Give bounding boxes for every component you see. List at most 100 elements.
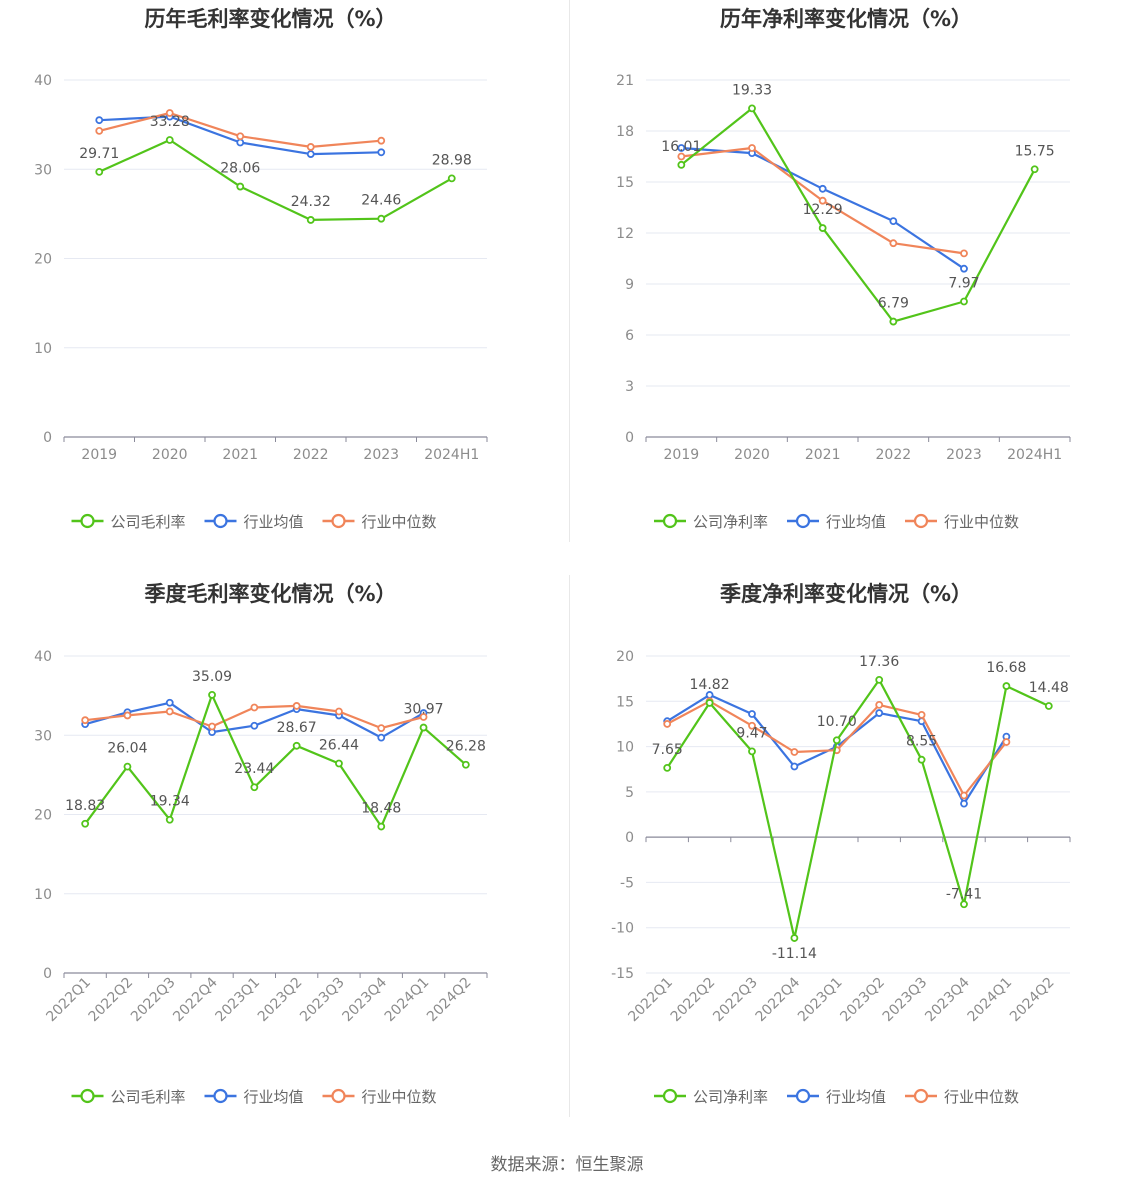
industry-median-point: [335, 707, 343, 716]
company-point: [663, 763, 672, 772]
quarterly-net-margin-chart: 季度净利率变化情况（%） -15 -10 -5 0 5 10 15 20 2022Q1 2022Q2…: [567, 575, 1134, 1150]
industry-median-point: [95, 126, 104, 135]
company-point: [377, 822, 386, 831]
company-point: [81, 819, 90, 828]
company-point: [236, 182, 245, 191]
industry-avg-point: [236, 138, 245, 147]
company-series-line: [680, 107, 1036, 323]
y-tick-label: 20: [34, 252, 52, 268]
company-point: [960, 297, 968, 306]
y-tick-label: 6: [625, 328, 634, 344]
x-tick-label: 2023Q1: [213, 975, 264, 1026]
y-tick-label: 40: [34, 73, 52, 89]
chart-svg: 历年净利率变化情况（%） 0 3 6 9 12 15 18 21 2019 2020 2021 2022…: [616, 7, 1071, 531]
industry-median-point: [292, 702, 301, 710]
vertical-divider-bottom: [569, 575, 570, 1117]
legend-label: 行业均值: [244, 1088, 304, 1106]
legend-marker: [80, 1088, 95, 1104]
industry-median-point: [663, 720, 672, 728]
y-tick-label: 20: [34, 808, 52, 824]
x-tick-label: 2019: [664, 447, 700, 463]
data-label: 7.97: [948, 276, 979, 292]
industry-median-point: [748, 144, 756, 152]
x-tick-label: 2023Q4: [922, 974, 973, 1025]
industry-avg-point: [790, 762, 799, 771]
industry-median-point: [748, 721, 756, 730]
data-source-footer: 数据来源：恒生聚源: [490, 1155, 644, 1175]
company-point: [461, 760, 470, 769]
y-tick-label: 10: [34, 887, 52, 903]
company-series-line: [666, 678, 1050, 940]
x-tick-label: 2024Q1: [965, 975, 1016, 1026]
company-point: [677, 160, 686, 169]
company-point: [447, 174, 456, 183]
company-series-line: [84, 693, 467, 828]
chart-title: 历年毛利率变化情况（%）: [144, 7, 396, 31]
data-label: 16.68: [986, 660, 1026, 676]
industry-median-point: [236, 132, 245, 141]
data-label: 12.29: [803, 202, 843, 218]
x-tick-label: 2023Q3: [880, 975, 931, 1026]
x-tick-label: 2023: [946, 447, 982, 463]
chart-title: 季度毛利率变化情况（%）: [144, 582, 396, 606]
chart-svg: 历年毛利率变化情况（%） 0 10 20 30 40 2019 2020 2021 2022 202…: [34, 7, 488, 531]
company-point: [790, 934, 799, 942]
annual-net-margin-chart: 历年净利率变化情况（%） 0 3 6 9 12 15 18 21 2019 2020 2021 2022…: [567, 0, 1134, 575]
industry-avg-point: [677, 144, 686, 152]
x-tick-label: 2022Q3: [710, 975, 761, 1026]
company-point: [832, 736, 841, 745]
legend-marker: [795, 513, 811, 529]
company-point: [419, 723, 428, 732]
company-point: [208, 691, 216, 699]
data-label: 23.44: [234, 761, 274, 777]
industry-median-point: [377, 136, 386, 145]
x-tick-label: 2024Q1: [382, 975, 433, 1026]
data-label: 18.83: [65, 798, 105, 814]
data-label: 24.32: [291, 194, 331, 210]
industry-median-point: [165, 109, 174, 117]
chart-title: 季度净利率变化情况（%）: [720, 582, 972, 606]
data-label: 15.75: [1015, 143, 1055, 159]
x-tick-label: 2021: [805, 447, 841, 463]
industry-avg-point: [377, 148, 386, 157]
data-label: -11.14: [772, 946, 817, 962]
data-label: 7.65: [652, 742, 683, 758]
industry-median-point: [419, 713, 428, 721]
legend-item-industry-median: 行业中位数: [905, 513, 1019, 531]
industry-median-point: [377, 724, 386, 733]
legend-item-company: 公司净利率: [654, 1088, 768, 1106]
data-label: 35.09: [192, 669, 232, 685]
x-tick-label: 2022: [876, 447, 912, 463]
data-label: 28.06: [220, 161, 260, 177]
legend-item-industry-median: 行业中位数: [905, 1088, 1019, 1106]
company-point: [123, 762, 132, 771]
data-label: 9.47: [736, 725, 767, 741]
industry-median-point: [960, 791, 968, 800]
company-point: [875, 676, 884, 684]
legend-label: 行业中位数: [362, 513, 437, 531]
vertical-divider-top: [569, 0, 570, 542]
legend-marker: [80, 513, 95, 529]
legend-label: 行业中位数: [362, 1088, 437, 1106]
y-tick-label: 3: [625, 379, 634, 395]
company-point: [306, 216, 315, 224]
company-point: [165, 136, 174, 144]
legend-item-company: 公司毛利率: [71, 1088, 186, 1106]
data-label: 18.48: [361, 801, 401, 817]
company-series-line: [98, 138, 453, 221]
y-tick-label: -15: [611, 966, 634, 982]
company-point: [1030, 165, 1039, 174]
legend-label: 行业均值: [244, 513, 304, 531]
x-tick-label: 2022Q4: [753, 974, 804, 1025]
industry-median-point: [960, 249, 968, 258]
company-point: [250, 783, 259, 792]
x-tick-label: 2022Q1: [43, 975, 94, 1026]
legend-label: 行业中位数: [944, 1088, 1019, 1106]
chart-svg: 季度毛利率变化情况（%）0102030402022Q12022Q22022Q32…: [34, 582, 488, 1106]
data-label: -7.41: [946, 886, 982, 902]
industry-avg-point: [748, 710, 756, 718]
industry-median-point: [250, 703, 259, 712]
company-point: [748, 104, 756, 113]
data-label: 30.97: [404, 702, 444, 718]
x-tick-label: 2022Q3: [128, 975, 179, 1026]
